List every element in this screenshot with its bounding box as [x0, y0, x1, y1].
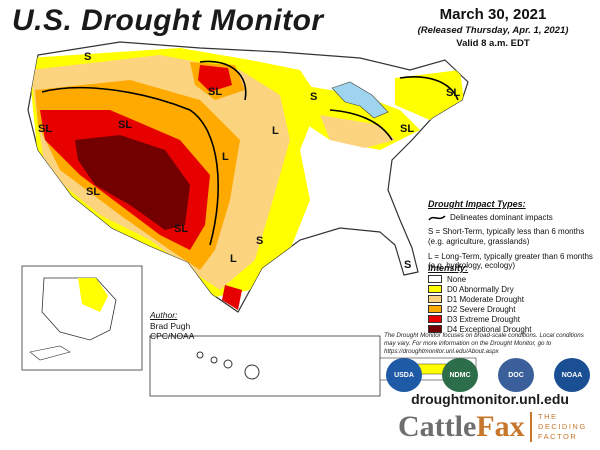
noaa-logo: NOAA: [554, 358, 590, 392]
impact-label: S: [310, 91, 317, 103]
impact-label: SL: [208, 86, 222, 98]
intensity-swatch: [428, 275, 442, 283]
date-block: March 30, 2021 (Released Thursday, Apr. …: [398, 6, 588, 49]
intensity-item: D1 Moderate Drought: [428, 294, 588, 304]
impact-label: SL: [174, 223, 188, 235]
intensity-swatch: [428, 325, 442, 333]
intensity-heading: Intensity:: [428, 263, 469, 273]
doc-logo: DOC: [498, 358, 534, 392]
intensity-swatch: [428, 305, 442, 313]
tagline-line: THE: [538, 412, 558, 421]
intensity-label: D1 Moderate Drought: [447, 294, 524, 304]
dominant-text: Delineates dominant impacts: [450, 212, 553, 222]
impact-label: SL: [446, 87, 460, 99]
impact-label: L: [230, 253, 237, 265]
intensity-item: D0 Abnormally Dry: [428, 284, 588, 294]
disclaimer-note: The Drought Monitor focuses on broad-sca…: [384, 332, 584, 355]
impact-label: S: [84, 51, 91, 63]
website-url[interactable]: droughtmonitor.unl.edu: [411, 391, 569, 407]
cattlefax-logo: CattleFax: [398, 410, 525, 444]
release-date: (Released Thursday, Apr. 1, 2021): [417, 25, 569, 36]
impact-label: SL: [38, 123, 52, 135]
tagline-line: FACTOR: [538, 432, 578, 442]
great-lakes: [331, 81, 389, 119]
brand-tagline: THE DECIDING FACTOR: [530, 412, 600, 443]
partner-logos: USDA NDMC DOC NOAA: [384, 358, 596, 392]
intensity-item: D3 Extreme Drought: [428, 314, 588, 324]
intensity-swatch: [428, 295, 442, 303]
impact-heading: Drought Impact Types:: [428, 199, 526, 209]
short-term-text: S = Short-Term, typically less than 6 mo…: [428, 227, 585, 246]
intensity-label: D4 Exceptional Drought: [447, 324, 532, 334]
intensity-legend: Intensity: None D0 Abnormally Dry D1 Moder…: [428, 263, 588, 334]
impact-label: L: [272, 125, 279, 137]
intensity-swatch: [428, 315, 442, 323]
impact-label: S: [256, 235, 263, 247]
ndmc-logo: NDMC: [442, 358, 478, 392]
impact-label: L: [222, 151, 229, 163]
tagline-line: DECIDING: [538, 422, 587, 432]
impact-label: SL: [118, 119, 132, 131]
author-org: CPC/NOAA: [150, 331, 195, 342]
author-name: Brad Pugh: [150, 320, 191, 331]
intensity-item: None: [428, 274, 588, 284]
map-date: March 30, 2021: [439, 6, 547, 23]
usda-logo: USDA: [386, 358, 422, 392]
impact-label: S: [404, 259, 411, 271]
impact-label: SL: [400, 123, 414, 135]
intensity-label: D2 Severe Drought: [447, 304, 516, 314]
author-heading: Author:: [150, 310, 178, 320]
intensity-label: D3 Extreme Drought: [447, 314, 520, 324]
map-title: U.S. Drought Monitor: [12, 4, 324, 37]
hawaii-inset: [149, 335, 381, 397]
intensity-label: None: [447, 274, 467, 284]
author-block: Author: Brad Pugh CPC/NOAA: [150, 310, 194, 342]
intensity-label: D0 Abnormally Dry: [447, 284, 514, 294]
dominant-impact-row: Delineates dominant impacts: [428, 213, 596, 223]
impact-line-icon: [428, 215, 446, 221]
intensity-swatch: [428, 285, 442, 293]
intensity-item: D4 Exceptional Drought: [428, 324, 588, 334]
long-term-text: L = Long-Term, typically greater than 6 …: [428, 251, 593, 271]
impact-label: SL: [86, 186, 100, 198]
valid-time: Valid 8 a.m. EDT: [456, 38, 530, 49]
brand-part1: Cattle: [398, 410, 477, 443]
intensity-item: D2 Severe Drought: [428, 304, 588, 314]
brand-part2: Fax: [476, 410, 525, 443]
impact-legend: Drought Impact Types: Delineates dominan…: [428, 199, 596, 271]
